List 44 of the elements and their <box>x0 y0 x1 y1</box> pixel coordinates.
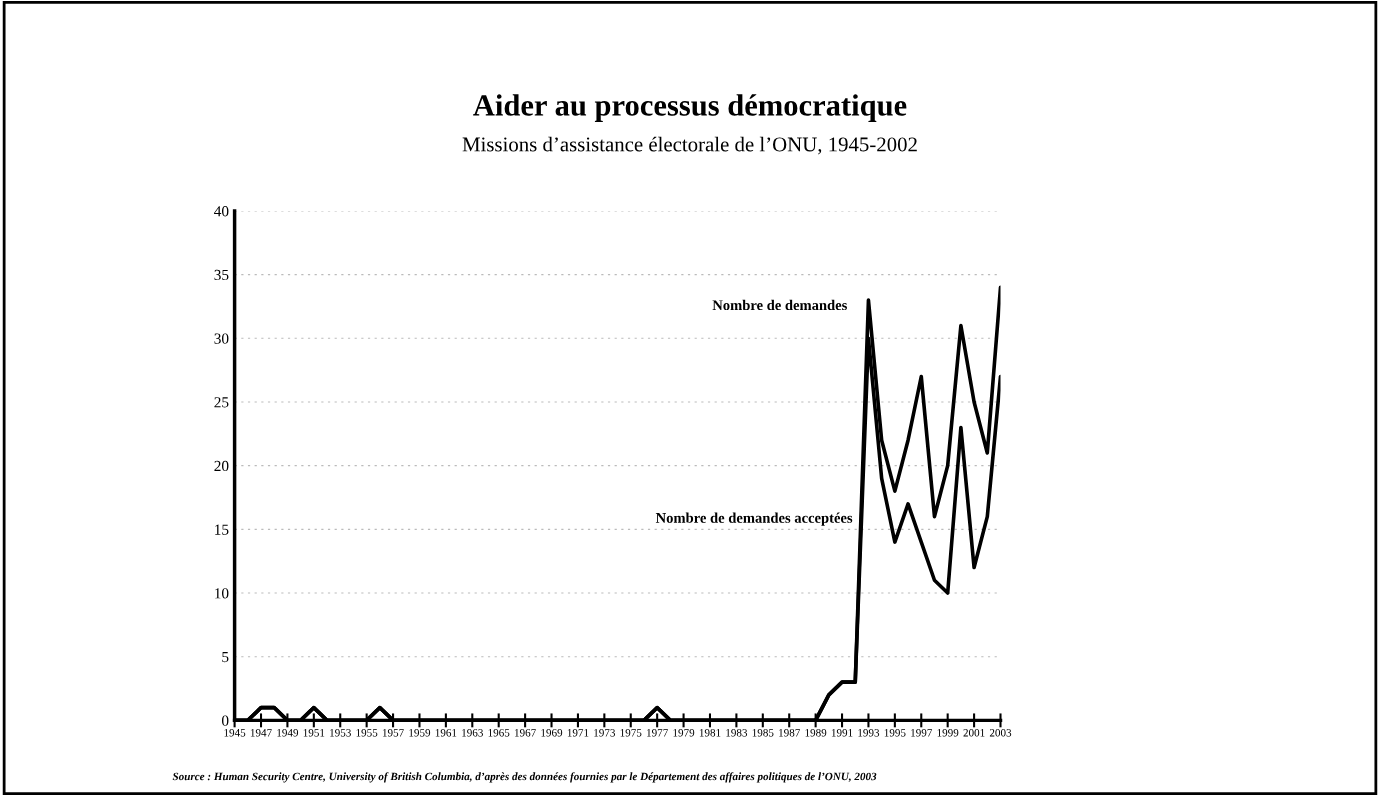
x-tick-label: 1991 <box>831 729 853 737</box>
x-tick-label: 1945 <box>224 729 246 737</box>
x-tick-label: 1963 <box>462 729 483 737</box>
x-tick-label: 1995 <box>884 729 906 737</box>
x-tick-label: 1989 <box>805 729 827 737</box>
x-tick-label: 2001 <box>963 729 985 737</box>
x-tick-label: 1967 <box>514 729 536 737</box>
y-tick-label: 40 <box>214 206 229 217</box>
x-tick-label: 1965 <box>488 729 510 737</box>
chart-title: Aider au processus démocratique <box>473 94 907 122</box>
series-label: Nombre de demandes acceptées <box>655 512 853 526</box>
x-tick-label: 1947 <box>250 729 272 737</box>
x-tick-label: 1971 <box>567 729 589 737</box>
x-tick-label: 1957 <box>382 729 404 737</box>
x-tick-label: 1953 <box>330 729 351 737</box>
x-tick-label: 1999 <box>937 729 959 737</box>
x-tick-label: 1997 <box>911 729 933 737</box>
series-label: Nombre de demandes <box>712 299 847 311</box>
y-tick-label: 20 <box>214 460 229 472</box>
x-tick-label: 1951 <box>303 729 325 737</box>
x-tick-label: 1977 <box>647 729 668 737</box>
x-tick-label: 1983 <box>726 729 748 737</box>
y-tick-label: 15 <box>215 524 229 535</box>
y-tick-label: 30 <box>214 333 229 344</box>
x-tick-label: 1987 <box>779 729 801 737</box>
y-tick-label: 35 <box>214 269 229 281</box>
chart-subtitle: Missions d’assistance électorale de l’ONU, 1945-2002 <box>462 136 917 155</box>
y-tick-label: 25 <box>214 397 229 408</box>
x-tick-label: 1955 <box>356 729 378 737</box>
x-tick-label: 1959 <box>409 729 431 737</box>
x-tick-label: 1981 <box>699 729 721 737</box>
x-tick-label: 1973 <box>594 729 616 737</box>
x-tick-label: 1985 <box>752 729 774 737</box>
y-tick-label: 5 <box>222 652 229 663</box>
y-tick-label: 10 <box>215 588 229 599</box>
source-note: Source : Human Security Centre, University of British Columbia, d’après des données fournies par le Département des affaires politiques de l’ONU, 2003 <box>172 772 877 783</box>
x-tick-label: 2003 <box>989 729 1012 737</box>
x-tick-label: 1949 <box>277 729 299 737</box>
y-tick-label: 0 <box>221 715 229 726</box>
x-tick-label: 1961 <box>435 729 457 737</box>
x-tick-label: 1969 <box>541 729 563 737</box>
x-tick-label: 1979 <box>673 729 695 737</box>
x-tick-label: 1993 <box>858 729 880 737</box>
x-tick-label: 1975 <box>620 729 642 737</box>
